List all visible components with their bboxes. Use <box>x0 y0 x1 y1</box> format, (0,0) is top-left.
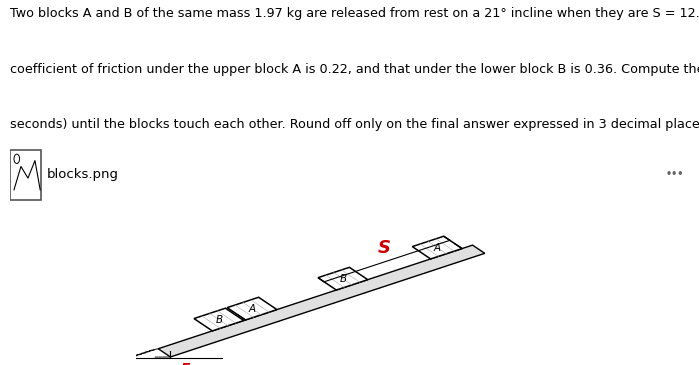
Polygon shape <box>194 308 244 331</box>
Text: B: B <box>339 274 347 284</box>
Polygon shape <box>412 236 462 259</box>
Polygon shape <box>227 297 277 320</box>
Text: B: B <box>215 315 222 324</box>
Text: S: S <box>378 239 391 257</box>
Text: coefficient of friction under the upper block A is 0.22, and that under the lowe: coefficient of friction under the upper … <box>10 63 699 76</box>
Text: E: E <box>180 362 190 365</box>
Text: A: A <box>248 304 256 314</box>
Text: •••: ••• <box>665 169 684 179</box>
FancyBboxPatch shape <box>10 150 41 200</box>
Polygon shape <box>318 267 368 290</box>
Polygon shape <box>158 245 485 357</box>
Text: A: A <box>433 243 441 253</box>
Text: seconds) until the blocks touch each other. Round off only on the final answer e: seconds) until the blocks touch each oth… <box>10 118 699 131</box>
Text: Two blocks A and B of the same mass 1.97 kg are released from rest on a 21° incl: Two blocks A and B of the same mass 1.97… <box>10 7 699 20</box>
Text: blocks.png: blocks.png <box>48 168 120 181</box>
